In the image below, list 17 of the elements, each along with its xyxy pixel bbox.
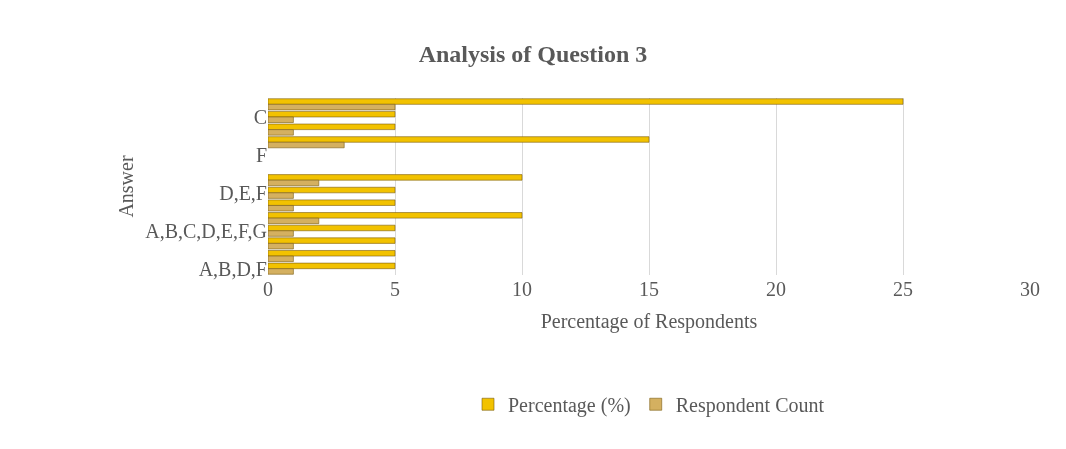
x-tick-label: 10 (512, 278, 532, 300)
x-tick-label: 5 (390, 278, 400, 300)
chart-title: Analysis of Question 3 (418, 41, 648, 68)
y-tick-label: A,B,C,D,E,F,G (145, 219, 267, 242)
x-tick-label: 25 (893, 278, 913, 300)
y-tick-label: F (255, 143, 267, 166)
y-tick-label: A,B,D,F (198, 257, 267, 280)
x-tick-label: 20 (766, 278, 786, 300)
x-tick-label: 0 (263, 278, 273, 300)
x-tick-label: 15 (639, 278, 659, 300)
legend-label: Percentage (%) (508, 394, 631, 418)
y-tick-label: C (253, 105, 267, 128)
x-tick-label: 30 (1020, 278, 1040, 300)
y-axis-title: Answer (114, 155, 137, 218)
x-axis-title: Percentage of Respondents (540, 309, 758, 333)
legend-label: Respondent Count (675, 394, 825, 418)
y-tick-label: D,E,F (219, 181, 267, 204)
